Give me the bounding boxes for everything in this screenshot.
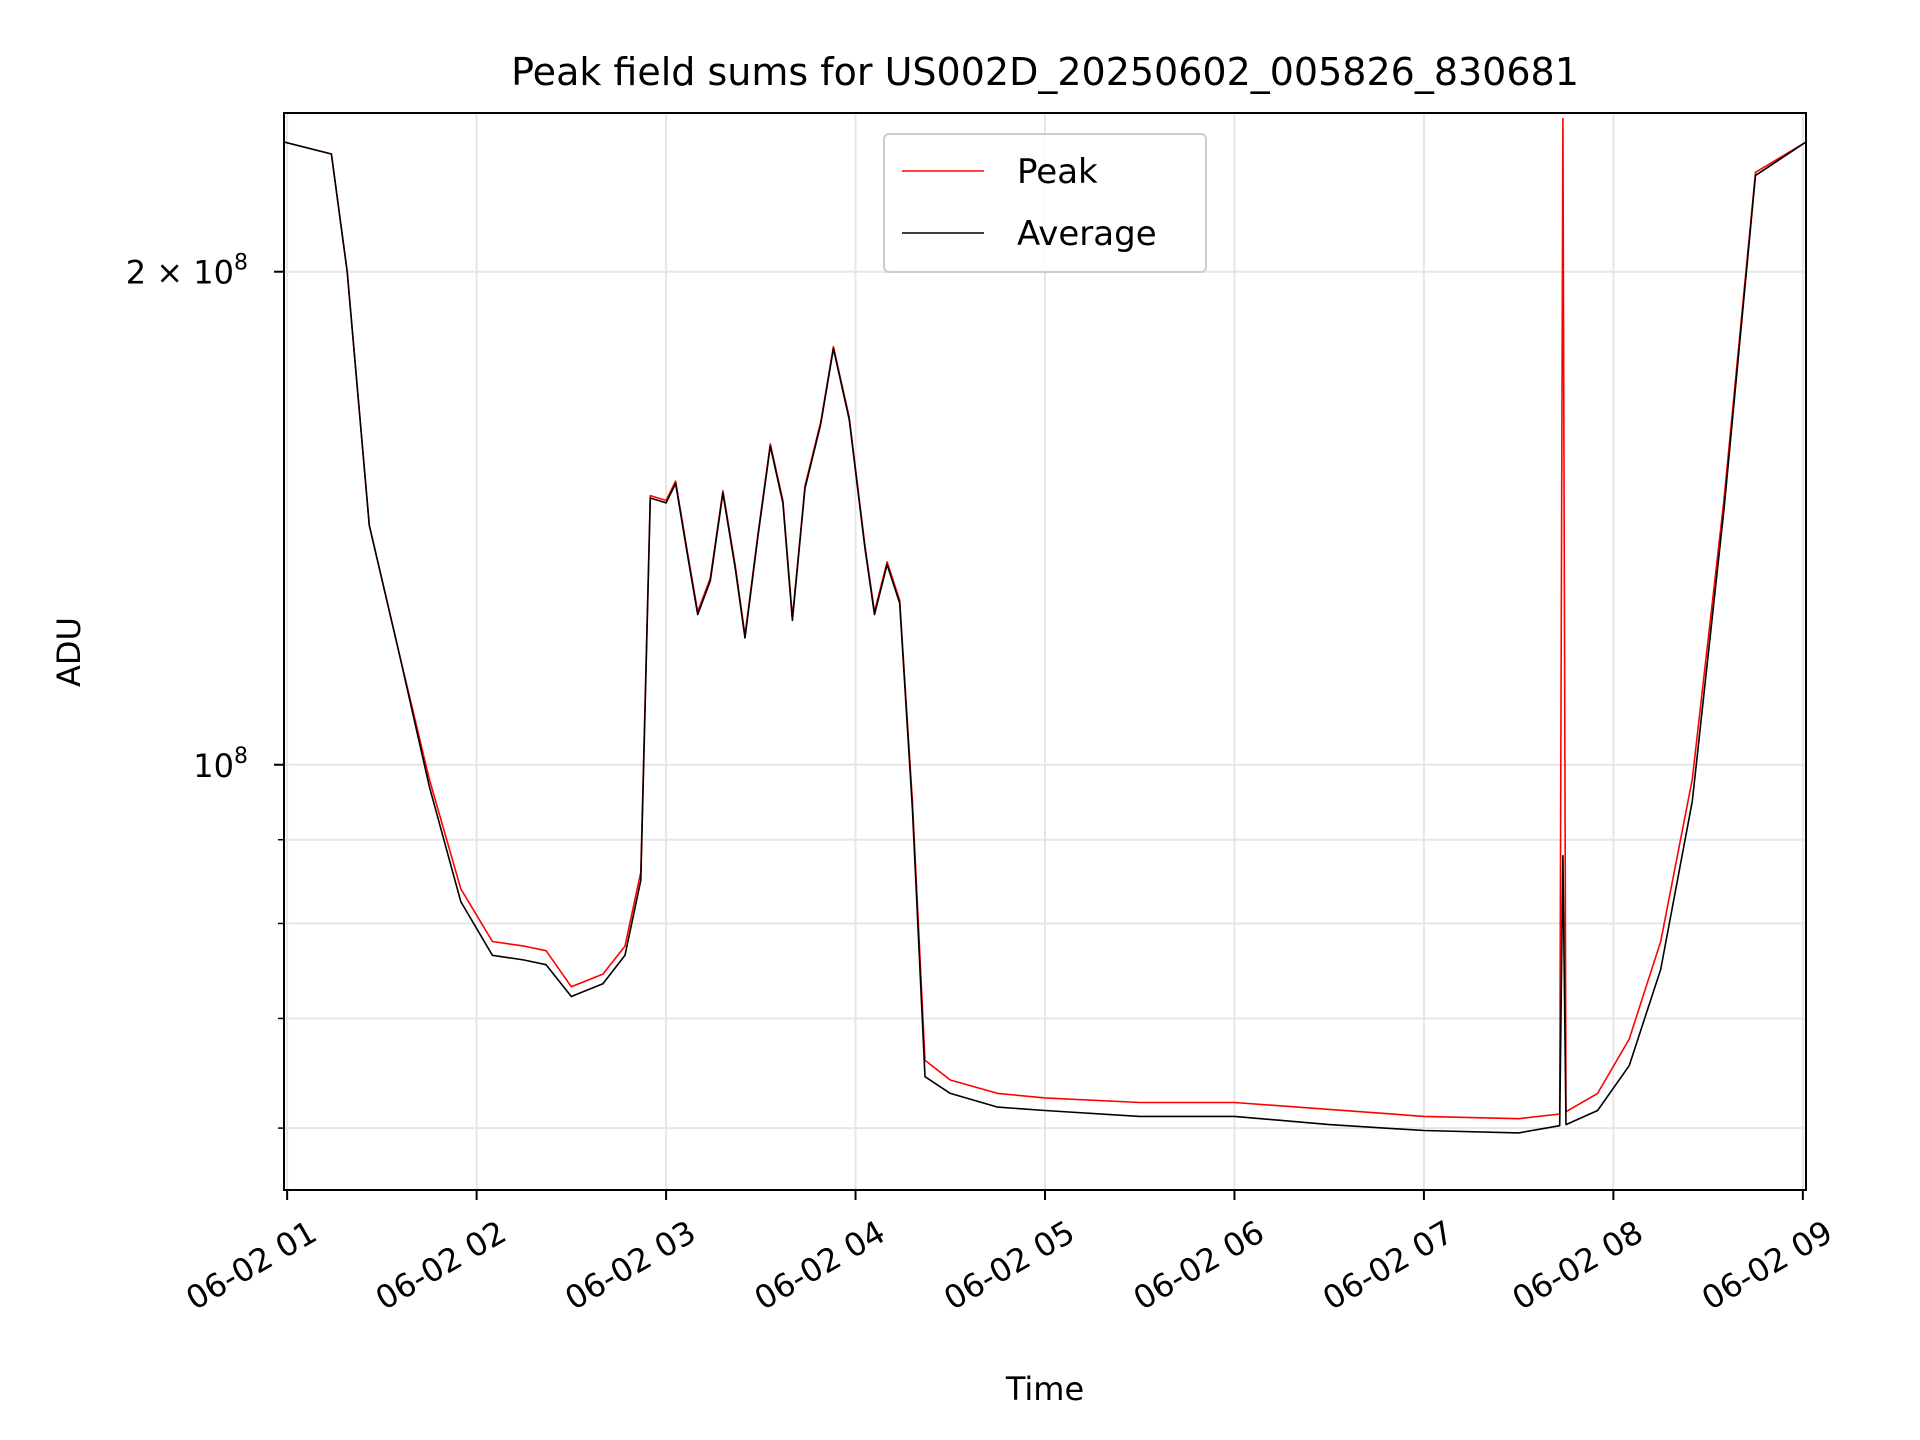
y-axis: 108 2 × 108 bbox=[126, 251, 284, 1129]
y-tick-label: 2 × 108 bbox=[126, 251, 248, 292]
series-area bbox=[283, 117, 1807, 1134]
series-line-average bbox=[283, 141, 1807, 1134]
legend-label-peak: Peak bbox=[1017, 152, 1098, 192]
x-axis-label: Time bbox=[1005, 1370, 1084, 1408]
legend-box bbox=[883, 133, 1207, 273]
chart-title: Peak field sums for US002D_20250602_0058… bbox=[511, 50, 1579, 94]
legend-label-average: Average bbox=[1017, 214, 1157, 254]
y-axis-label: ADU bbox=[50, 617, 88, 687]
y-tick-label: 108 bbox=[193, 744, 248, 785]
legend: Peak Average bbox=[883, 133, 1207, 273]
